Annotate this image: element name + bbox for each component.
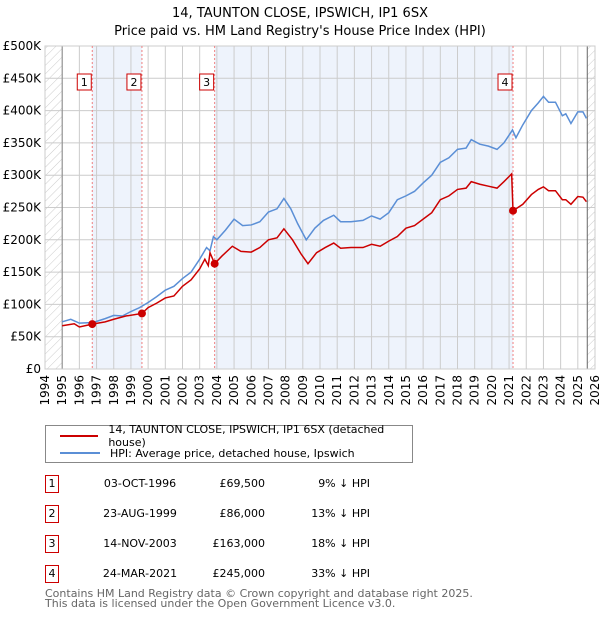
legend-item-property: 14, TAUNTON CLOSE, IPSWICH, IP1 6SX (det… bbox=[60, 423, 412, 449]
y-tick-label: £100K bbox=[3, 297, 43, 311]
y-tick-label: £50K bbox=[10, 330, 42, 344]
x-tick-label: 2024 bbox=[554, 375, 568, 406]
transaction-date: 03-OCT-1996 bbox=[103, 477, 177, 490]
sale-label-box bbox=[76, 73, 92, 91]
x-tick-label: 2012 bbox=[347, 375, 361, 406]
sale-point bbox=[137, 309, 146, 318]
x-tick-label: 2023 bbox=[536, 375, 550, 406]
sale-label-box bbox=[497, 73, 513, 91]
y-tick-label: £0 bbox=[26, 362, 41, 376]
transaction-hpi-diff: 13% ↓ HPI bbox=[311, 507, 370, 520]
price-chart: 1994 1995 1996 1997 1998 1999 2000 2001 2002 2003… bbox=[3, 39, 600, 406]
x-tick-label: 2000 bbox=[141, 375, 155, 406]
x-tick-label: 2006 bbox=[244, 375, 258, 406]
y-tick-label: £500K bbox=[3, 39, 43, 53]
x-tick-label: 1994 bbox=[38, 375, 52, 406]
x-tick-label: 2016 bbox=[416, 375, 430, 406]
transaction-row: 3 14-NOV-2003 £163,000 18% ↓ HPI bbox=[45, 535, 445, 555]
y-tick-label: £150K bbox=[3, 265, 43, 279]
x-tick-label: 1995 bbox=[55, 375, 69, 406]
x-tick-label: 2021 bbox=[502, 375, 516, 406]
transaction-date: 23-AUG-1999 bbox=[103, 507, 177, 520]
footer-line: This data is licensed under the Open Gov… bbox=[45, 597, 396, 610]
sale-label: 4 bbox=[502, 76, 509, 89]
transaction-hpi-diff: 18% ↓ HPI bbox=[311, 537, 370, 550]
transaction-number-badge: 2 bbox=[45, 505, 59, 523]
transaction-hpi-diff: 9% ↓ HPI bbox=[318, 477, 370, 490]
x-tick-label: 1999 bbox=[124, 375, 138, 406]
x-tick-label: 2025 bbox=[571, 375, 585, 406]
x-tick-label: 2005 bbox=[227, 375, 241, 406]
transaction-date: 14-NOV-2003 bbox=[103, 537, 177, 550]
sale-point bbox=[509, 206, 518, 215]
sale-point bbox=[210, 259, 219, 268]
x-tick-label: 2008 bbox=[279, 375, 293, 406]
hpi-line bbox=[61, 95, 588, 324]
y-tick-label: £300K bbox=[3, 168, 43, 182]
plot-border bbox=[44, 45, 596, 370]
sale-label: 1 bbox=[81, 76, 88, 89]
x-tick-label: 2009 bbox=[296, 375, 310, 406]
legend: 14, TAUNTON CLOSE, IPSWICH, IP1 6SX (det… bbox=[45, 423, 413, 463]
x-tick-label: 2015 bbox=[399, 375, 413, 406]
y-tick-label: £400K bbox=[3, 104, 43, 118]
transaction-price: £245,000 bbox=[212, 567, 266, 580]
transaction-date: 24-MAR-2021 bbox=[102, 567, 178, 580]
transaction-row: 2 23-AUG-1999 £86,000 13% ↓ HPI bbox=[45, 505, 445, 525]
transaction-price: £163,000 bbox=[212, 537, 266, 550]
transaction-price: £69,500 bbox=[219, 477, 266, 490]
x-tick-label: 2022 bbox=[519, 375, 533, 406]
footer: Contains HM Land Registry data © Crown c… bbox=[45, 587, 473, 610]
property-price-line bbox=[62, 172, 588, 328]
transaction-row: 1 03-OCT-1996 £69,500 9% ↓ HPI bbox=[45, 475, 445, 495]
transaction-price: £86,000 bbox=[219, 507, 266, 520]
x-tick-label: 2019 bbox=[468, 375, 482, 406]
x-tick-label: 2007 bbox=[261, 375, 275, 406]
sale-label: 3 bbox=[203, 76, 210, 89]
y-tick-label: £250K bbox=[3, 201, 43, 215]
x-tick-label: 2004 bbox=[210, 375, 224, 406]
transaction-hpi-diff: 33% ↓ HPI bbox=[311, 567, 370, 580]
red-line-swatch bbox=[60, 435, 99, 437]
footer-line: Contains HM Land Registry data © Crown c… bbox=[45, 587, 473, 600]
y-tick-label: £200K bbox=[3, 233, 43, 247]
x-tick-label: 2011 bbox=[330, 375, 344, 406]
x-tick-label: 2020 bbox=[485, 375, 499, 406]
chart-title: 14, TAUNTON CLOSE, IPSWICH, IP1 6SX bbox=[172, 6, 428, 21]
y-tick-label: £350K bbox=[3, 136, 43, 150]
sale-point bbox=[88, 320, 97, 329]
chart-subtitle: Price paid vs. HM Land Registry's House … bbox=[114, 24, 486, 39]
x-tick-label: 2001 bbox=[158, 375, 172, 406]
transaction-number-badge: 4 bbox=[45, 565, 59, 583]
sale-label: 2 bbox=[130, 76, 137, 89]
x-tick-label: 2014 bbox=[382, 375, 396, 406]
x-tick-label: 2013 bbox=[365, 375, 379, 406]
x-tick-label: 2002 bbox=[176, 375, 190, 406]
legend-label: HPI: Average price, detached house, Ipsw… bbox=[110, 446, 355, 460]
x-tick-label: 2018 bbox=[451, 375, 465, 406]
x-tick-label: 2010 bbox=[313, 375, 327, 406]
blue-line-swatch bbox=[60, 452, 100, 454]
transaction-number-badge: 1 bbox=[45, 475, 59, 493]
transaction-row: 4 24-MAR-2021 £245,000 33% ↓ HPI bbox=[45, 565, 445, 585]
transaction-number-badge: 3 bbox=[45, 535, 59, 553]
sale-label-box bbox=[126, 73, 142, 91]
x-tick-label: 1996 bbox=[72, 375, 86, 406]
x-tick-label: 1998 bbox=[107, 375, 121, 406]
legend-label: 14, TAUNTON CLOSE, IPSWICH, IP1 6SX (det… bbox=[108, 423, 385, 449]
sale-label-box bbox=[199, 73, 215, 91]
y-tick-label: £450K bbox=[3, 71, 43, 85]
x-tick-label: 2003 bbox=[193, 375, 207, 406]
x-tick-label: 1997 bbox=[90, 375, 104, 406]
x-tick-label: 2017 bbox=[433, 375, 447, 406]
legend-item-hpi: HPI: Average price, detached house, Ipsw… bbox=[60, 445, 355, 461]
x-tick-label: 2026 bbox=[588, 375, 600, 406]
